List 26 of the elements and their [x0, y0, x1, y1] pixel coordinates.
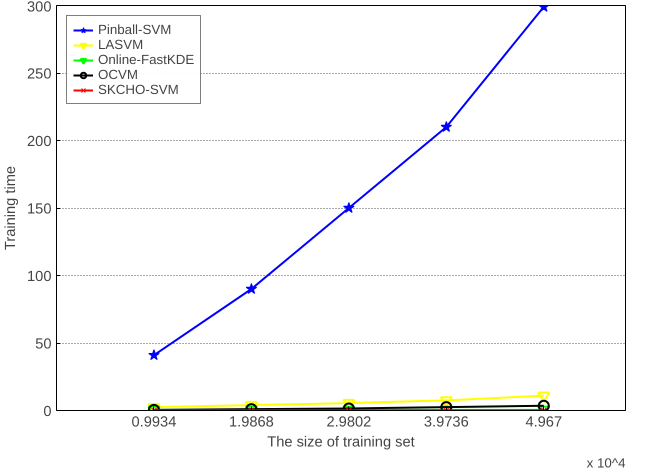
text: x 10^4 [586, 456, 626, 470]
legend-label: OCVM [98, 67, 138, 82]
x-tick-label: 3.9736 [424, 414, 469, 430]
y-axis-title: Training time [3, 166, 20, 250]
x-tick-label: 4.967 [525, 414, 562, 430]
point [440, 401, 452, 410]
y-tick-label: 250 [27, 66, 52, 82]
x-tick-label: 2.9802 [326, 414, 372, 430]
x-tick-label: 0.9934 [132, 414, 176, 430]
legend-label: SKCHO-SVM [98, 82, 179, 97]
legend-label: Pinball-SVM [98, 22, 172, 37]
point [148, 349, 160, 360]
legend-label: Online-FastKDE [98, 52, 194, 67]
point [440, 121, 452, 132]
point [246, 283, 258, 294]
x-tick-label: 1.9868 [229, 414, 274, 430]
y-tick-label: 0 [43, 404, 52, 420]
y-tick-label: 150 [27, 202, 52, 218]
x-axis-title: The size of training set [267, 434, 415, 450]
point [343, 202, 355, 213]
y-tick-label: 100 [27, 269, 52, 285]
y-tick-label: 50 [35, 336, 52, 352]
y-tick-label: 300 [27, 0, 52, 16]
legend-label: LASVM [98, 37, 144, 52]
y-tick-label: 200 [27, 134, 52, 150]
point [538, 400, 550, 410]
